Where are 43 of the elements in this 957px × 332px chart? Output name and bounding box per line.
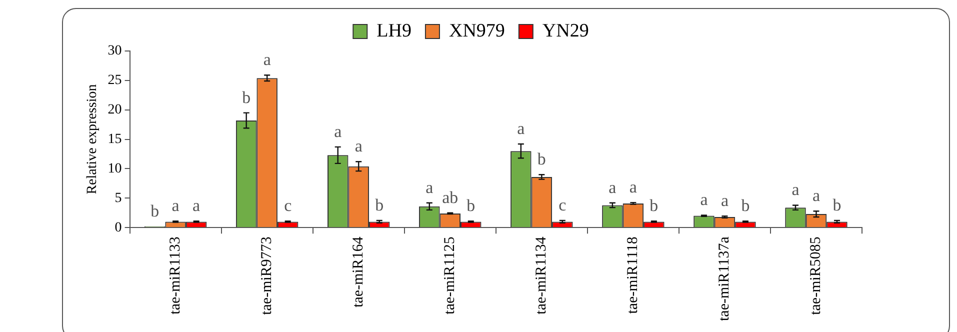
legend-label: XN979 (448, 20, 505, 42)
annotation: a (426, 178, 434, 197)
annotation: a (192, 196, 201, 216)
y-tick-label: 10 (108, 161, 122, 176)
x-tick-label: tae-miR5085 (808, 236, 824, 315)
annotation: b (832, 195, 842, 214)
annotation: a (263, 50, 272, 70)
annotation: a (812, 186, 820, 206)
x-tick-label: tae-miR1133 (168, 236, 184, 314)
annotation: a (629, 178, 638, 197)
annotation: a (334, 122, 342, 141)
annotation: c (558, 195, 567, 214)
annotation: a (700, 190, 708, 210)
annotation: a (608, 178, 617, 197)
y-tick-label: 30 (108, 44, 122, 59)
y-tick-label: 5 (114, 190, 122, 206)
y-tick-label: 20 (108, 102, 122, 118)
legend-label: LH9 (376, 20, 412, 42)
annotation: a (720, 191, 729, 210)
y-tick-label: 15 (108, 132, 122, 147)
annotation: b (375, 195, 384, 214)
annotation: b (537, 150, 546, 169)
annotation: b (150, 201, 160, 220)
annotation: a (517, 118, 526, 138)
x-tick-label: tae-miR1137a (716, 236, 733, 322)
x-tick-label: tae-miR1134 (534, 236, 550, 314)
annotation: b (242, 88, 251, 107)
annotation: a (354, 136, 363, 156)
annotation: a (792, 180, 800, 200)
legend-label: YN29 (542, 20, 589, 42)
x-tick-label: tae-miR1125 (442, 236, 458, 314)
y-tick-label: 25 (108, 73, 122, 88)
y-axis-title: Relative expression (85, 84, 100, 194)
x-tick-label: tae-miR164 (350, 236, 367, 308)
annotation: c (284, 196, 292, 216)
annotation: ab (442, 188, 458, 207)
x-tick-label: tae-miR9773 (259, 236, 276, 315)
annotation: a (172, 196, 180, 216)
annotation: b (741, 196, 750, 216)
annotation: b (466, 196, 476, 216)
y-tick-label: 0 (114, 220, 122, 236)
x-tick-label: tae-miR1118 (625, 236, 642, 314)
annotation: b (650, 196, 658, 216)
